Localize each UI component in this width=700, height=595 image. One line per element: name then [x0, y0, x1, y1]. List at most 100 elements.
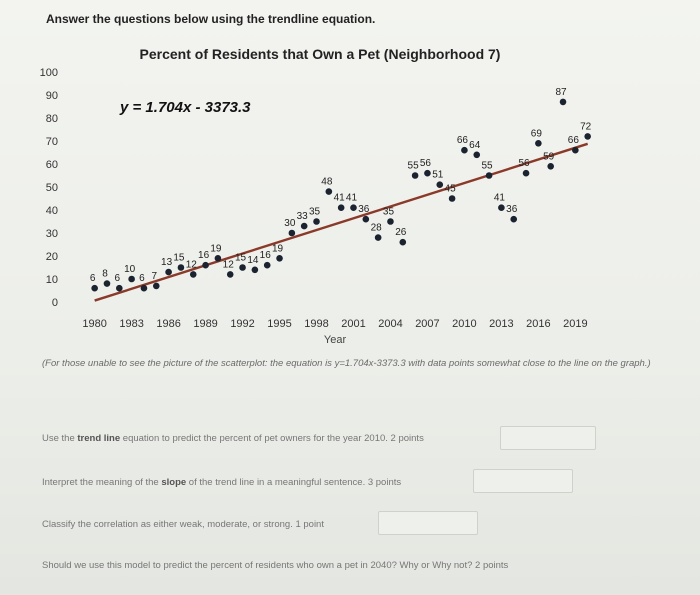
data-label: 6 [115, 273, 121, 284]
x-tick-label: 2013 [489, 318, 513, 330]
y-tick-label: 50 [46, 182, 58, 194]
x-tick-label: 1992 [230, 318, 254, 330]
question-4: Should we use this model to predict the … [42, 560, 508, 571]
data-label: 6 [139, 273, 145, 284]
accessibility-note: (For those unable to see the picture of … [42, 358, 651, 369]
question-1-text: Use the [42, 433, 78, 444]
y-tick-label: 20 [46, 251, 58, 263]
question-1-emphasis: trend line [77, 433, 121, 444]
data-point [411, 172, 419, 179]
data-point [350, 204, 357, 211]
data-label: 56 [420, 158, 432, 169]
data-label: 15 [173, 253, 185, 264]
data-label: 35 [383, 207, 395, 218]
x-tick-label: 2004 [378, 318, 402, 330]
answer-2-input[interactable] [473, 469, 573, 493]
x-tick-label: 2016 [526, 318, 550, 330]
data-point [473, 151, 481, 159]
y-tick-label: 90 [46, 90, 58, 102]
data-label: 7 [151, 271, 157, 282]
instructions: Answer the questions below using the tre… [46, 12, 376, 26]
data-point [128, 275, 135, 283]
question-2-points: of the trend line in a meaningful senten… [186, 477, 402, 488]
question-2-text: Interpret the meaning of the [42, 477, 162, 488]
data-point [436, 181, 444, 188]
data-label: 28 [371, 223, 383, 234]
data-label: 41 [494, 193, 506, 204]
data-point [239, 264, 246, 271]
data-label: 59 [543, 151, 555, 162]
x-tick-label: 1980 [82, 318, 106, 330]
data-label: 41 [334, 193, 346, 204]
data-point [91, 284, 98, 292]
y-tick-label: 100 [40, 67, 58, 79]
data-point [559, 98, 567, 106]
data-point [325, 188, 333, 195]
data-label: 13 [161, 257, 173, 268]
data-label: 55 [408, 161, 420, 172]
data-label: 66 [457, 135, 469, 146]
answer-1-input[interactable] [500, 426, 596, 450]
data-point [461, 146, 468, 154]
x-tick-label: 2010 [452, 318, 476, 330]
x-tick-label: 1989 [193, 318, 217, 330]
data-label: 16 [198, 250, 210, 261]
data-label: 48 [321, 177, 333, 188]
data-point [387, 218, 394, 225]
question-2-emphasis: slope [161, 477, 187, 488]
question-1: Use the trend line equation to predict t… [42, 433, 424, 444]
data-label: 36 [506, 204, 518, 215]
question-3: Classify the correlation as either weak,… [42, 519, 324, 530]
data-point [374, 234, 382, 241]
x-tick-label: 2007 [415, 318, 439, 330]
data-point [424, 169, 431, 177]
data-label: 72 [580, 121, 592, 132]
data-point [189, 271, 197, 278]
data-point [202, 261, 209, 269]
data-label: 41 [346, 193, 358, 204]
y-tick-label: 70 [46, 136, 58, 148]
x-tick-label: 2019 [563, 318, 587, 330]
data-label: 6 [90, 273, 96, 284]
data-point [510, 215, 518, 223]
y-tick-label: 80 [46, 113, 58, 125]
data-point [276, 255, 283, 262]
data-point [535, 140, 542, 147]
data-point [140, 284, 148, 292]
data-point [177, 264, 185, 271]
data-label: 26 [395, 227, 407, 238]
data-label: 16 [260, 250, 272, 261]
data-label: 12 [223, 259, 235, 270]
y-tick-label: 10 [46, 274, 58, 286]
data-label: 8 [102, 269, 108, 280]
data-point [522, 169, 530, 177]
data-label: 69 [531, 128, 543, 139]
data-point [448, 195, 456, 202]
trendline [94, 142, 589, 302]
data-label: 33 [297, 211, 309, 222]
data-point [214, 255, 222, 262]
data-point [498, 204, 505, 211]
data-point [362, 215, 370, 223]
data-label: 12 [186, 259, 198, 270]
question-4-text: Should we use this model to predict the … [42, 560, 509, 571]
x-tick-label: 1983 [119, 318, 143, 330]
data-point [584, 133, 591, 140]
data-label: 35 [309, 207, 321, 218]
question-1-points: equation to predict the percent of pet o… [120, 433, 424, 444]
data-label: 30 [284, 218, 296, 229]
question-2: Interpret the meaning of the slope of th… [42, 477, 401, 488]
data-point [337, 204, 345, 211]
x-tick-label: 1998 [304, 318, 328, 330]
data-point [313, 218, 320, 225]
x-tick-label: 1995 [267, 318, 291, 330]
data-label: 19 [210, 243, 222, 254]
data-label: 15 [235, 253, 247, 264]
data-label: 55 [482, 161, 494, 172]
answer-3-input[interactable] [378, 511, 478, 535]
y-tick-label: 30 [46, 228, 58, 240]
data-label: 56 [518, 158, 530, 169]
data-point [572, 146, 579, 154]
